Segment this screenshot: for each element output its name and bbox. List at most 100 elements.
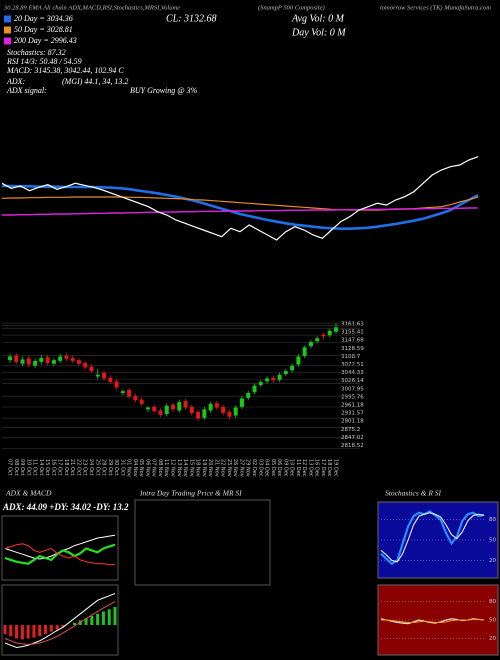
x-tick-label: 28 Oct [101, 459, 107, 476]
candle-body [327, 330, 332, 336]
x-tick-label: 22 Nov [220, 459, 226, 477]
panel-frame [1, 584, 119, 656]
day-volume: Day Vol: 0 M [291, 27, 346, 38]
series-line [381, 618, 485, 623]
histogram-bar [113, 607, 117, 625]
candle-body [108, 377, 113, 383]
x-tick-label: 05 Dec [270, 459, 276, 477]
series-line [4, 543, 115, 566]
x-tick-label: 23 Oct [82, 459, 88, 476]
candle-body [171, 404, 175, 410]
header-caption: 30.28.89 EMA Ali chain ADX,MACD,RSI,Stoc… [3, 4, 180, 11]
candle-body [139, 399, 144, 404]
legend-swatch [4, 37, 11, 45]
close-price: CL: 3132.68 [166, 13, 217, 24]
x-tick-label: 11 Nov [163, 459, 169, 477]
rsi-info: RSI 14/3: 50.48 / 54.59 [6, 57, 82, 66]
legend-label: 200 Day = 2996.43 [14, 36, 77, 45]
x-tick-label: 25 Nov [226, 459, 232, 477]
x-tick-label: 07 Oct [7, 459, 13, 476]
candle-body [58, 356, 63, 361]
x-tick-label: 17 Dec [320, 459, 326, 477]
candle-body [189, 406, 194, 414]
y-tick-label: 80 [489, 517, 496, 523]
x-tick-label: 20 Nov [207, 459, 213, 477]
series-line [2, 184, 479, 230]
y-tick-label: 80 [489, 599, 496, 605]
y-tick-label: 3108.7 [341, 354, 361, 360]
series-line [380, 512, 485, 563]
y-tick-label: 2875.2 [341, 427, 360, 433]
x-tick-label: 21 Oct [69, 459, 75, 476]
candle-body [258, 382, 263, 385]
candle-body [308, 341, 313, 347]
y-tick-label: 2818.52 [341, 443, 364, 449]
candle-body [152, 406, 157, 412]
x-tick-label: 10 Dec [289, 459, 295, 477]
histogram-bar [107, 609, 111, 625]
panel-frame [134, 499, 271, 586]
candle-body [83, 363, 88, 368]
histogram-bar [84, 618, 88, 625]
candle-body [183, 401, 188, 408]
y-tick-label: 2961.18 [341, 403, 364, 409]
y-tick-label: 3128.59 [341, 346, 364, 352]
candle-body [26, 358, 31, 365]
candle-body [214, 403, 219, 408]
header-source: tomorrow Services (TK) MunafaSutra.com [380, 4, 491, 11]
x-tick-label: 08 Oct [13, 459, 19, 476]
x-tick-label: 19 Dec [333, 459, 339, 477]
x-tick-label: 07 Nov [151, 459, 157, 477]
x-tick-label: 16 Dec [314, 459, 320, 477]
y-tick-label: 3007.95 [341, 386, 364, 392]
candle-body [302, 347, 307, 356]
candle-body [145, 407, 150, 410]
panel-title: ADX & MACD [5, 489, 52, 498]
x-tick-label: 21 Nov [213, 459, 219, 477]
candle-body [120, 391, 125, 393]
x-tick-label: 19 Nov [201, 459, 207, 477]
x-tick-label: 04 Dec [264, 459, 270, 477]
y-tick-label: 3161.63 [341, 322, 364, 328]
y-tick-label: 20 [489, 636, 496, 642]
candle-body [114, 381, 119, 388]
x-tick-label: 05 Nov [138, 459, 144, 477]
y-tick-label: 2931.57 [341, 411, 364, 417]
histogram-bar [44, 625, 48, 634]
panel-title: Intra Day Trading Price & MR SI [139, 489, 242, 498]
header-symbol: (SnampP 500 Composite) [258, 4, 325, 11]
histogram-bar [3, 625, 7, 634]
candle-body [8, 356, 12, 361]
candle-body [321, 334, 326, 337]
legend-swatch [4, 15, 11, 23]
candle-body [177, 402, 182, 411]
candle-body [33, 360, 38, 366]
candle-body [334, 327, 338, 332]
candle-body [20, 359, 25, 364]
candle-body [39, 357, 44, 362]
panel-subtitle: ADX: 44.09 +DY: 34.02 -DY: 13.2 [2, 502, 129, 512]
series-line [4, 601, 116, 645]
x-tick-label: 06 Dec [276, 459, 282, 477]
histogram-bar [49, 625, 53, 632]
x-tick-label: 14 Oct [38, 459, 44, 476]
x-tick-label: 31 Oct [119, 459, 125, 476]
x-tick-label: 24 Oct [88, 459, 94, 476]
x-tick-label: 11 Dec [295, 459, 301, 477]
panel-frame [1, 515, 119, 581]
candle-body [164, 405, 169, 415]
candle-body [196, 411, 201, 419]
histogram-bar [26, 625, 30, 639]
candle-body [95, 374, 100, 377]
x-tick-label: 13 Nov [176, 459, 182, 477]
candle-body [208, 403, 213, 411]
candle-body [89, 366, 94, 372]
candle-body [265, 378, 270, 382]
legend-label: 50 Day = 3028.81 [14, 25, 73, 34]
y-tick-label: 3147.68 [341, 338, 364, 344]
candle-body [202, 409, 207, 418]
x-tick-label: 08 Nov [157, 459, 163, 477]
legend-swatch [4, 26, 11, 34]
x-tick-label: 12 Nov [170, 459, 176, 477]
